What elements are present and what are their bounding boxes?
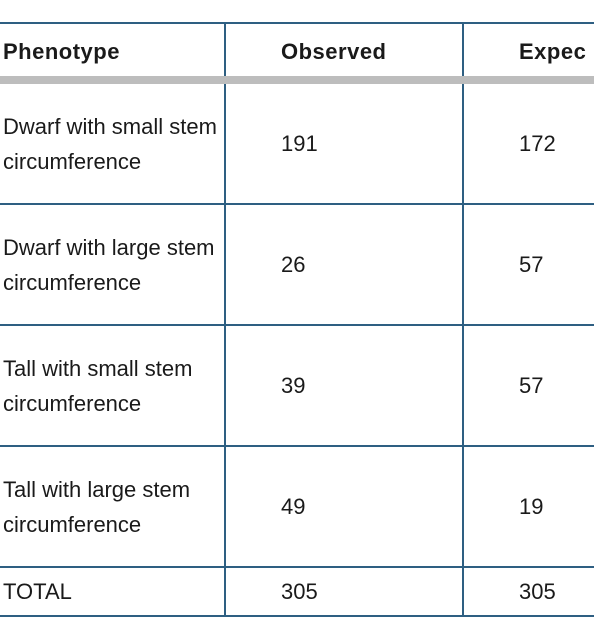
expected-cell: 172 <box>462 79 594 205</box>
header-observed: Observed <box>224 22 464 84</box>
total-observed-cell: 305 <box>224 566 464 617</box>
phenotype-cell: Dwarf with large stem circumference <box>0 203 226 326</box>
phenotype-cell: Dwarf with small stem circumference <box>0 79 226 205</box>
table-row: Tall with large stem circumference 49 19 <box>0 445 594 568</box>
total-expected-cell: 305 <box>462 566 594 617</box>
observed-cell: 49 <box>224 445 464 568</box>
header-phenotype: Phenotype <box>0 22 226 84</box>
table-row: Tall with small stem circumference 39 57 <box>0 324 594 447</box>
expected-cell: 57 <box>462 324 594 447</box>
table-total-row: TOTAL 305 305 <box>0 566 594 617</box>
observed-cell: 191 <box>224 79 464 205</box>
table-row: Dwarf with large stem circumference 26 5… <box>0 203 594 326</box>
observed-cell: 39 <box>224 324 464 447</box>
phenotype-table: Phenotype Observed Expec Dwarf with smal… <box>0 22 594 617</box>
expected-cell: 19 <box>462 445 594 568</box>
header-expected: Expec <box>462 22 594 84</box>
observed-cell: 26 <box>224 203 464 326</box>
data-table-container: Phenotype Observed Expec Dwarf with smal… <box>0 22 594 617</box>
expected-cell: 57 <box>462 203 594 326</box>
table-header-row: Phenotype Observed Expec <box>0 22 594 84</box>
phenotype-cell: Tall with large stem circumference <box>0 445 226 568</box>
total-label-cell: TOTAL <box>0 566 226 617</box>
phenotype-cell: Tall with small stem circumference <box>0 324 226 447</box>
table-row: Dwarf with small stem circumference 191 … <box>0 79 594 205</box>
